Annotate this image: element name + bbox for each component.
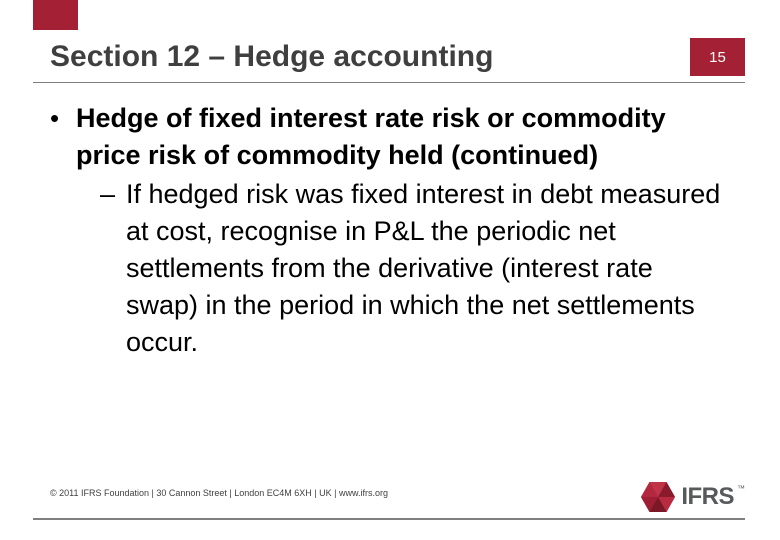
slide-number-box: 15: [690, 38, 745, 76]
footer-text: © 2011 IFRS Foundation | 30 Cannon Stree…: [50, 488, 388, 498]
section-title: Section 12 – Hedge accounting: [50, 40, 493, 74]
sub-bullet-marker: –: [100, 176, 126, 213]
slide-header: Section 12 – Hedge accounting 15: [0, 38, 780, 82]
bullet-marker: •: [50, 100, 76, 137]
bullet-text: Hedge of fixed interest rate risk or com…: [76, 100, 725, 174]
bullet-item: • Hedge of fixed interest rate risk or c…: [50, 100, 725, 174]
top-accent-block: [33, 0, 78, 30]
sub-bullet-item: – If hedged risk was fixed interest in d…: [100, 176, 725, 361]
trademark-symbol: ™: [737, 484, 745, 493]
slide-body: • Hedge of fixed interest rate risk or c…: [50, 100, 725, 361]
ifrs-logo-icon: [641, 482, 675, 512]
header-divider: [33, 82, 745, 83]
sub-bullet-text: If hedged risk was fixed interest in deb…: [126, 176, 725, 361]
slide-number: 15: [709, 49, 726, 66]
footer-divider: [33, 518, 745, 520]
ifrs-logo: IFRS ™: [641, 482, 745, 512]
ifrs-logo-text: IFRS: [681, 483, 734, 511]
